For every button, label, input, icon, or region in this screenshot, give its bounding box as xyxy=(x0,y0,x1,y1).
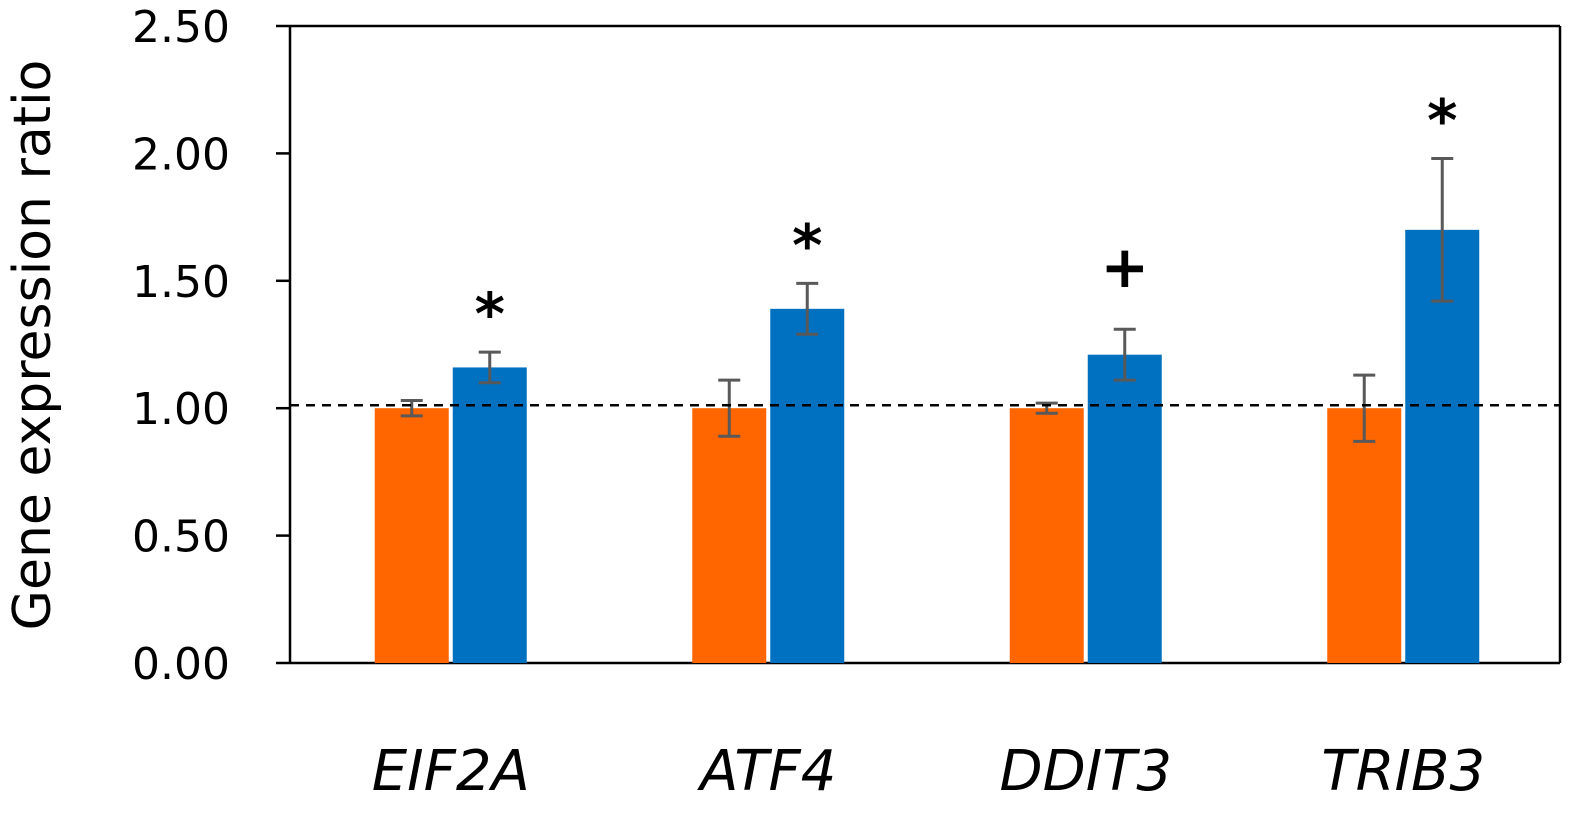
y-tick-label: 0.50 xyxy=(132,512,230,563)
x-category-label: EIF2A xyxy=(372,739,530,804)
x-category-label: TRIB3 xyxy=(1321,739,1485,804)
y-axis-title-group: Gene expression ratio xyxy=(3,60,63,631)
bar-control-trib3 xyxy=(1327,408,1402,663)
bar-treatment-eif2a xyxy=(452,367,527,663)
y-axis-title: Gene expression ratio xyxy=(3,60,63,631)
bar-control-ddit3 xyxy=(1009,408,1084,663)
significance-marker: * xyxy=(475,280,505,348)
y-tick-label: 0.00 xyxy=(132,639,230,690)
y-tick-label: 2.50 xyxy=(132,2,230,53)
significance-marker: * xyxy=(1427,86,1457,154)
significance-marker: + xyxy=(1100,233,1149,301)
bar-control-atf4 xyxy=(692,408,767,663)
y-tick-label: 1.00 xyxy=(132,384,230,435)
significance-marker: * xyxy=(792,211,822,279)
bar-treatment-ddit3 xyxy=(1087,354,1162,663)
x-category-label: ATF4 xyxy=(697,739,836,804)
bar-treatment-atf4 xyxy=(770,308,845,663)
y-tick-label: 1.50 xyxy=(132,257,230,308)
bar-control-eif2a xyxy=(374,408,449,663)
y-tick-label: 2.00 xyxy=(132,129,230,180)
x-category-label: DDIT3 xyxy=(999,739,1172,804)
plot-area: 0.00 0.50 1.00 1.50 2.00 2.50 * EIF2A * ATF4 + DDIT… xyxy=(132,2,1562,804)
